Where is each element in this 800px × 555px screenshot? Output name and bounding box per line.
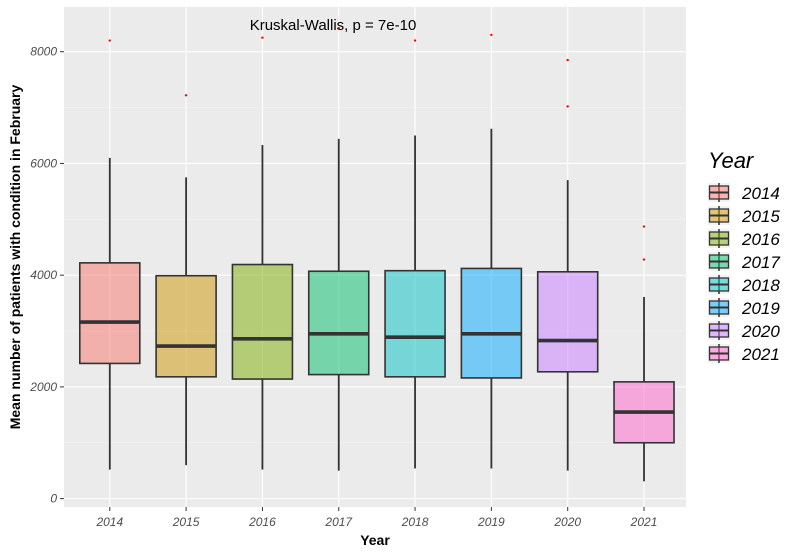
x-tick-label: 2021: [630, 515, 658, 529]
box-2018: [384, 39, 446, 469]
x-tick-label: 2019: [477, 515, 505, 529]
legend-label: 2016: [741, 230, 780, 249]
box-2016: [231, 36, 294, 470]
box-iqr: [536, 271, 599, 373]
legend-item-2020: 2020: [708, 321, 780, 341]
x-axis-title: Year: [360, 532, 390, 548]
x-tick-label: 2014: [95, 515, 123, 529]
box-2019: [460, 33, 523, 469]
box-iqr: [384, 269, 446, 378]
box-2014: [78, 39, 141, 470]
legend-item-2018: 2018: [708, 275, 780, 295]
box-iqr: [231, 263, 294, 380]
x-axis-ticks: 2014 2015 2016 2017 2018 2019 2020 2021: [95, 507, 657, 529]
outlier-point: [413, 39, 417, 42]
legend-item-2015: 2015: [708, 206, 780, 226]
boxes-layer: [78, 27, 675, 482]
legend-label: 2014: [741, 184, 780, 203]
outlier-point: [642, 258, 646, 261]
x-tick-label: 2015: [172, 515, 200, 529]
annotation-text: Kruskal-Wallis, p = 7e-10: [250, 17, 417, 34]
y-tick-label: 2000: [29, 380, 57, 394]
outlier-point: [566, 58, 569, 62]
legend-label: 2015: [741, 207, 780, 226]
x-tick-label: 2017: [324, 515, 353, 529]
outlier-point: [566, 105, 569, 108]
y-tick-label: 6000: [30, 156, 57, 170]
y-tick-label: 4000: [30, 268, 57, 282]
legend-label: 2018: [741, 276, 780, 295]
outlier-point: [261, 36, 264, 39]
box-2021: [613, 225, 675, 482]
x-tick-label: 2016: [248, 515, 276, 529]
legend-label: 2020: [741, 322, 780, 341]
outlier-point: [184, 94, 188, 97]
legend-item-2019: 2019: [708, 298, 780, 318]
plot-panel: [64, 7, 686, 507]
box-2017: [307, 27, 370, 471]
y-axis-ticks: 0 2000 4000 6000 8000: [29, 45, 64, 506]
y-tick-label: 0: [50, 492, 57, 506]
box-iqr: [155, 274, 217, 378]
box-iqr: [78, 262, 141, 365]
legend-item-2021: 2021: [708, 344, 780, 364]
box-2015: [155, 94, 217, 466]
box-iqr: [307, 270, 370, 376]
legend-label: 2019: [741, 299, 780, 318]
legend-item-2017: 2017: [708, 252, 780, 272]
outlier-point: [490, 33, 493, 37]
y-axis-title: Mean number of patients with condition i…: [7, 85, 23, 430]
box-iqr: [460, 267, 523, 379]
box-2020: [536, 58, 599, 471]
legend-title: Year: [708, 148, 755, 173]
outlier-point: [108, 39, 111, 42]
outlier-point: [642, 225, 646, 228]
x-tick-label: 2020: [553, 515, 581, 529]
legend: 2014 2015 2016 2017 2018 2019 2020 2021: [708, 183, 780, 364]
legend-label: 2017: [741, 253, 780, 272]
x-tick-label: 2018: [401, 515, 429, 529]
legend-label: 2021: [741, 345, 780, 364]
y-tick-label: 8000: [30, 45, 57, 59]
legend-item-2016: 2016: [708, 229, 780, 249]
outlier-point: [337, 27, 340, 30]
legend-item-2014: 2014: [708, 183, 780, 203]
